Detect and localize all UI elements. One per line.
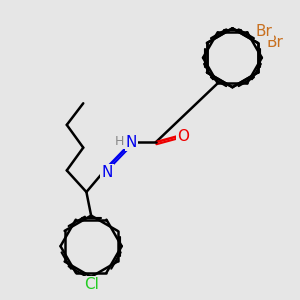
Text: N: N: [101, 165, 113, 180]
Text: O: O: [177, 129, 189, 144]
Text: H: H: [115, 135, 124, 148]
Text: Br: Br: [256, 24, 273, 39]
Text: Cl: Cl: [84, 277, 98, 292]
Text: Br: Br: [267, 35, 284, 50]
Text: N: N: [126, 135, 137, 150]
